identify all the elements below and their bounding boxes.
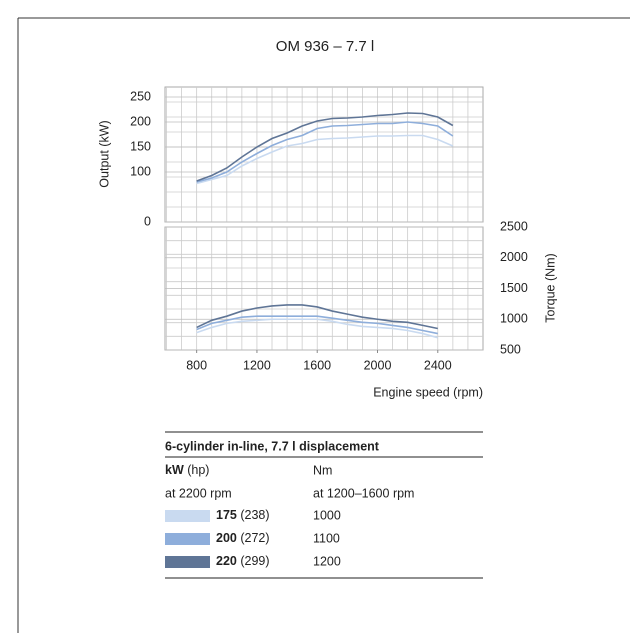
y-tick-label: 100 [130,164,151,178]
x-tick-label: 1600 [303,358,331,372]
y-tick-label: 2500 [500,219,528,233]
row-output: 200 (272) [216,531,270,545]
y2-axis-label: Torque (Nm) [543,253,557,322]
row-output: 220 (299) [216,554,270,568]
col-header: kW (hp) [165,463,209,477]
y-tick-label: 0 [144,214,151,228]
row-output: 175 (238) [216,508,270,522]
col-sub: at 1200–1600 rpm [313,486,414,500]
chart-title: OM 936 – 7.7 l [276,38,374,55]
series-line [196,318,438,339]
x-axis-label: Engine speed (rpm) [373,385,483,399]
y-tick-label: 1500 [500,281,528,295]
hp: (272) [240,531,269,545]
x-tick-label: 2400 [424,358,452,372]
plots: 0 100 150 200 250 500 1000 1500 2000 2500 800 1200 1… [130,86,528,372]
kw: 200 [216,531,237,545]
x-tick-label: 800 [186,358,207,372]
y-tick-label: 2000 [500,250,528,264]
swatch [165,556,210,568]
swatch [165,510,210,522]
unit: kW [165,463,184,477]
kw: 220 [216,554,237,568]
x-tick-label: 1200 [243,358,271,372]
y-tick-label: 500 [500,342,521,356]
row-torque: 1200 [313,554,341,568]
kw: 175 [216,508,237,522]
col-header: Nm [313,463,332,477]
y-tick-label: 1000 [500,312,528,326]
series-line [196,112,454,182]
series-line [196,315,438,335]
series-line [196,121,454,183]
x-tick-label: 2000 [364,358,392,372]
plot-area [164,86,484,223]
series-line [196,304,438,330]
spec-table: 6-cylinder in-line, 7.7 l displacement k… [165,431,483,579]
y-tick-label: 200 [130,114,151,128]
y-tick-label: 150 [130,139,151,153]
y-axis-label: Output (kW) [97,120,111,187]
col-sub: at 2200 rpm [165,486,232,500]
row-torque: 1100 [313,531,340,545]
swatch [165,533,210,545]
table-rows: 175 (238) 1000 200 (272) 1100 220 (299) 1200 [165,508,341,568]
hp: (299) [240,554,269,568]
table-title: 6-cylinder in-line, 7.7 l displacement [165,439,380,453]
unit-paren: (hp) [187,463,209,477]
row-torque: 1000 [313,508,341,522]
series-line [196,134,454,185]
y-tick-label: 250 [130,89,151,103]
hp: (238) [240,508,269,522]
